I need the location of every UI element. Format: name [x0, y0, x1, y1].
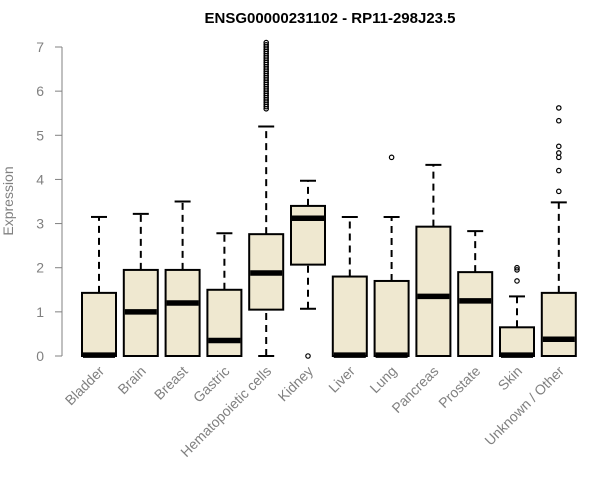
x-tick-label: Kidney [275, 363, 317, 405]
x-tick-label: Lung [366, 363, 399, 396]
x-tick-label: Skin [495, 363, 526, 394]
box-iqr [457, 271, 494, 357]
box-iqr [499, 326, 535, 357]
box-iqr [290, 204, 326, 266]
outlier-point [555, 117, 562, 124]
outlier-point [555, 143, 562, 150]
box-group [248, 39, 285, 357]
y-tick-label: 7 [36, 39, 44, 55]
x-tick-label: Prostate [435, 363, 483, 411]
x-tick-label: Liver [325, 363, 358, 396]
x-tick-label: Bladder [62, 363, 108, 409]
box-group [290, 179, 326, 359]
y-tick-label: 2 [36, 260, 44, 276]
box-group [415, 163, 452, 357]
outlier-point [388, 154, 395, 161]
box-iqr [81, 291, 117, 357]
box-group [457, 230, 494, 357]
chart-title: ENSG00000231102 - RP11-298J23.5 [204, 10, 455, 27]
outlier-point [514, 278, 520, 284]
box-group [122, 212, 159, 357]
box-iqr [331, 275, 368, 357]
box-iqr [164, 268, 201, 357]
box-group [206, 232, 243, 357]
box-iqr [540, 291, 577, 357]
outlier-point [514, 267, 520, 273]
x-tick-label: Breast [151, 363, 191, 403]
outlier-point [555, 105, 562, 111]
outlier-point [555, 167, 562, 174]
boxes [81, 39, 577, 359]
outlier-point [263, 41, 270, 48]
box-group [373, 154, 410, 358]
outlier-point [263, 39, 270, 46]
outlier-point [555, 150, 562, 156]
box-group [164, 200, 201, 357]
box-iqr [373, 279, 410, 358]
y-axis: 0 1 2 3 4 5 6 7 [36, 39, 63, 364]
y-tick-label: 0 [36, 348, 44, 364]
y-tick-label: 4 [36, 171, 44, 187]
y-tick-label: 1 [36, 304, 44, 320]
outlier-point [514, 264, 520, 271]
outlier-point [305, 353, 311, 359]
box-group [331, 215, 368, 358]
box-group [540, 105, 577, 357]
x-tick-label: Brain [114, 363, 148, 397]
box-group [81, 215, 117, 358]
box-iqr [206, 288, 243, 357]
y-tick-label: 6 [36, 83, 44, 99]
box-group [499, 264, 535, 358]
x-tick-label: Unknown / Other [481, 363, 567, 449]
y-tick-label: 3 [36, 216, 44, 232]
y-tick-label: 5 [36, 127, 44, 143]
outlier-point [555, 154, 562, 161]
y-axis-title: Expression [0, 166, 16, 235]
outlier-point [555, 188, 562, 195]
box-iqr [415, 225, 452, 357]
